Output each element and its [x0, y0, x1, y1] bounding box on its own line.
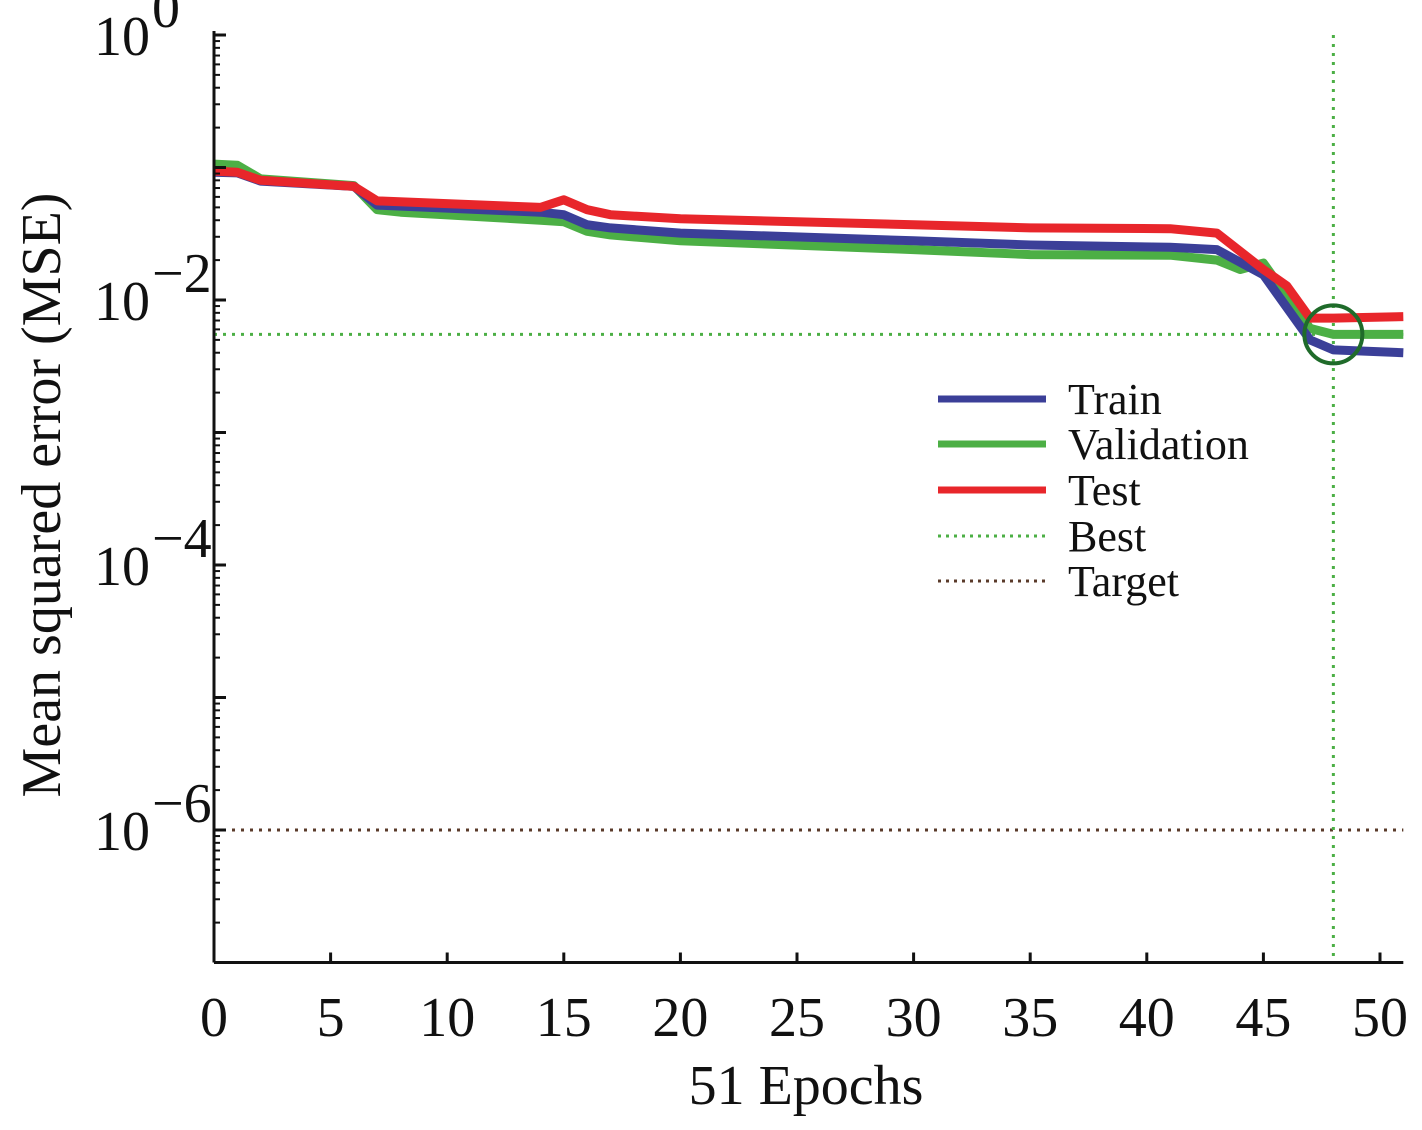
- x-axis-label: 51 Epochs: [689, 1055, 924, 1117]
- x-tick-label: 20: [652, 987, 708, 1049]
- legend-label-validation: Validation: [1068, 420, 1249, 469]
- x-tick-label: 25: [769, 987, 825, 1049]
- y-tick-label: 10: [94, 801, 150, 863]
- legend-label-test: Test: [1068, 466, 1141, 515]
- x-tick-label: 50: [1352, 987, 1408, 1049]
- y-axis-label: Mean squared error (MSE): [11, 193, 73, 798]
- x-tick-label: 0: [200, 987, 228, 1049]
- series-line-test: [213, 166, 1404, 323]
- legend-label-train: Train: [1068, 375, 1162, 424]
- legend-label-target: Target: [1068, 557, 1179, 606]
- x-tick-label: 15: [536, 987, 592, 1049]
- y-tick-exponent: 0: [152, 0, 180, 40]
- plot-lines: [213, 35, 1404, 963]
- x-tick-label: 40: [1119, 987, 1175, 1049]
- y-tick-exponent: −6: [152, 773, 212, 835]
- x-tick-label: 30: [886, 987, 942, 1049]
- y-tick-label: 10: [94, 536, 150, 598]
- x-tick-label: 45: [1235, 987, 1291, 1049]
- y-tick-label: 10: [94, 6, 150, 68]
- x-tick-label: 35: [1002, 987, 1058, 1049]
- y-tick-exponent: −2: [152, 243, 212, 305]
- y-tick-label: 10: [94, 271, 150, 333]
- x-tick-label: 5: [317, 987, 345, 1049]
- best-marker-circle: [1302, 303, 1365, 366]
- y-tick-exponent: −4: [152, 508, 212, 570]
- legend-label-best: Best: [1068, 512, 1146, 561]
- x-tick-label: 10: [419, 987, 475, 1049]
